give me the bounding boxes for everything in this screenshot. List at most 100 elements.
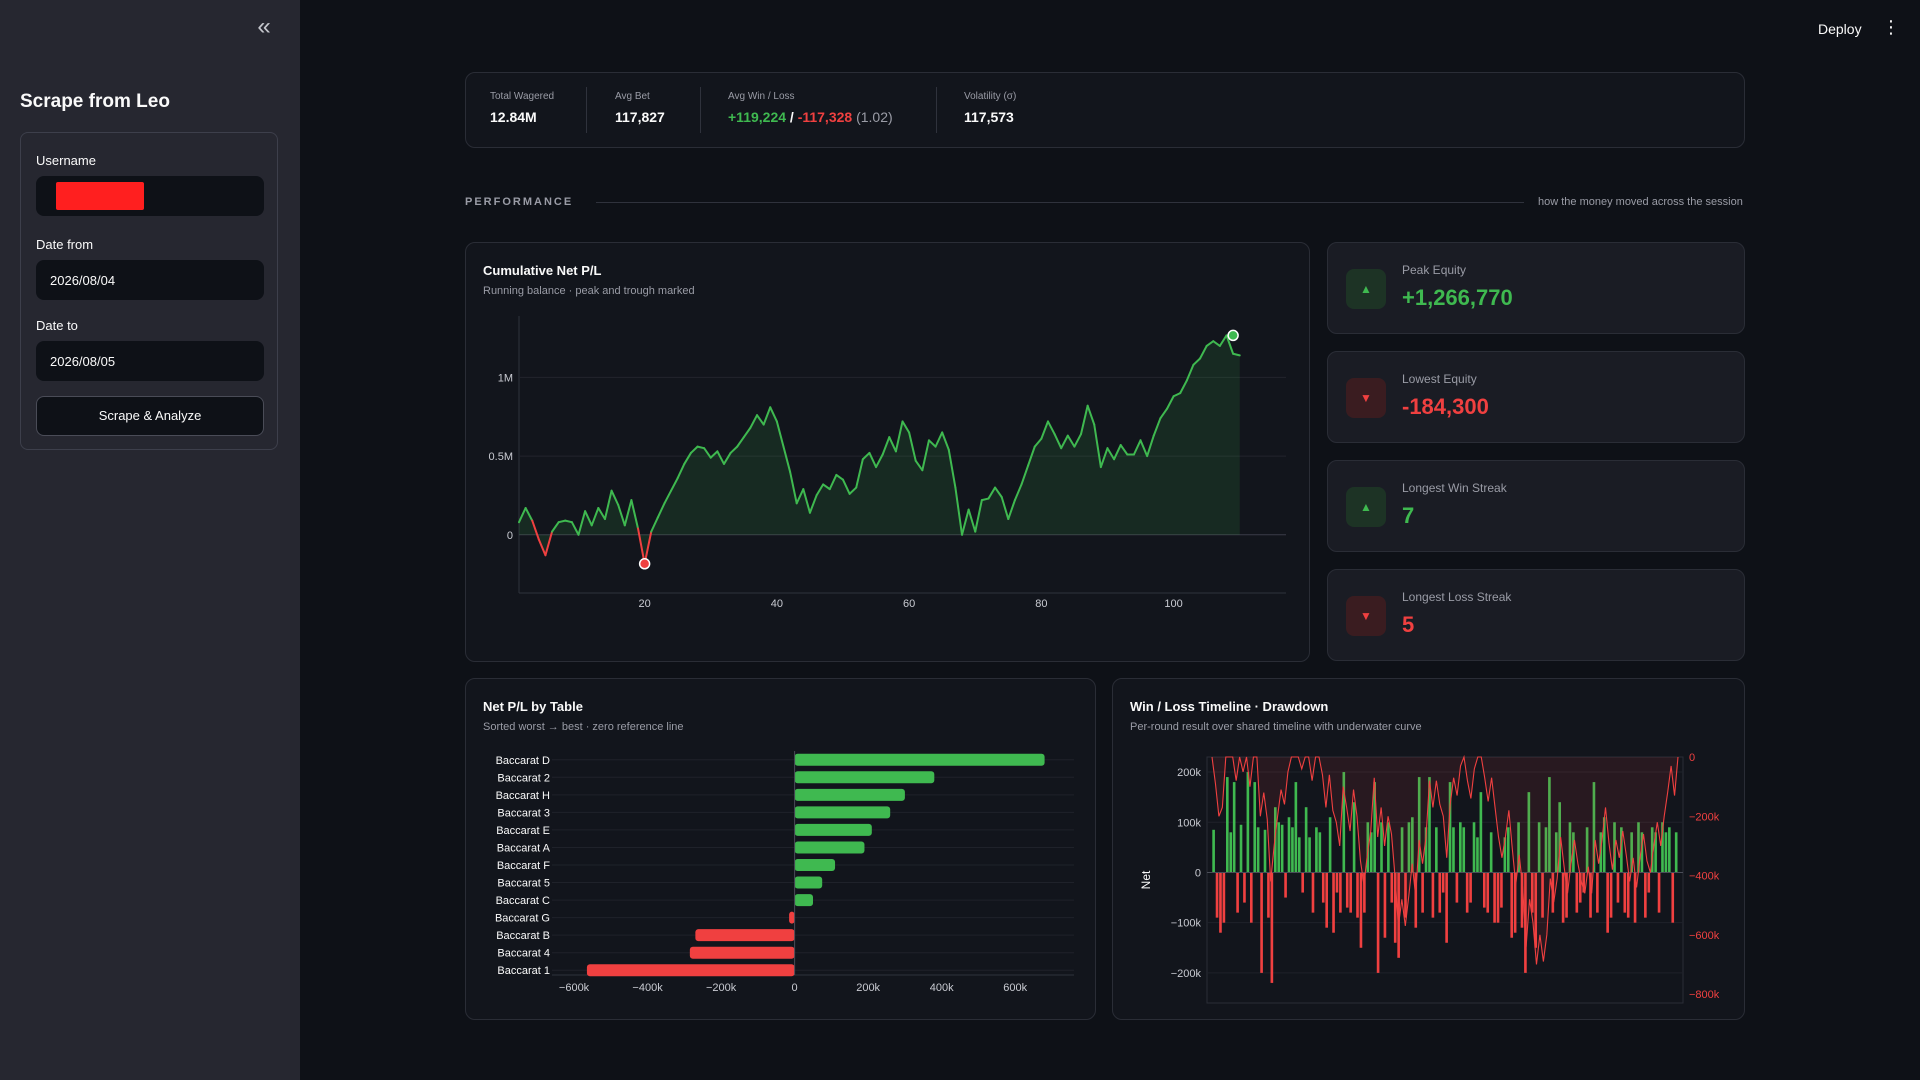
net-bar (1510, 872, 1514, 938)
equity-line-segment (570, 521, 580, 536)
equity-line-segment (894, 420, 904, 453)
equity-line-segment (656, 502, 666, 519)
lowest-equity-card: ▼ Lowest Equity -184,300 (1327, 351, 1745, 443)
equity-line-segment (1093, 423, 1102, 469)
net-bar (1661, 822, 1664, 873)
volatility-value: 117,573 (964, 109, 1014, 125)
net-bar (1596, 872, 1599, 913)
net-bar (1455, 872, 1459, 903)
net-bar (1630, 832, 1633, 873)
sidebar: « Scrape from Leo Username Date from Dat… (0, 0, 300, 1080)
date-from-label: Date from (36, 237, 94, 252)
equity-line-segment (1159, 407, 1168, 420)
equity-line-segment (518, 507, 527, 524)
trough-marker (638, 558, 651, 570)
equity-line-segment (1218, 334, 1228, 347)
net-bar (1554, 832, 1558, 873)
net-bar (1654, 832, 1657, 873)
date-to-input[interactable] (36, 341, 264, 381)
equity-line-segment (1212, 340, 1221, 347)
equity-line-segment (603, 489, 613, 521)
net-bar (1668, 827, 1671, 873)
net-bar (1530, 872, 1534, 913)
main-menu-icon[interactable]: ⋮ (1882, 17, 1900, 37)
y-tick-label: 1M (498, 372, 513, 384)
equity-line-segment (1152, 417, 1162, 437)
username-input[interactable] (36, 176, 264, 216)
table-bar (789, 911, 795, 924)
x-tick-label: 100 (1164, 598, 1182, 610)
net-bar (1606, 872, 1609, 933)
table-bar (794, 806, 891, 819)
equity-line-segment (1073, 433, 1083, 448)
net-bar (1462, 827, 1466, 873)
scrape-analyze-button[interactable]: Scrape & Analyze (36, 396, 264, 436)
equity-line-segment (749, 414, 759, 429)
collapse-sidebar-icon[interactable]: « (257, 13, 271, 40)
net-bar (1527, 792, 1531, 873)
net-bar (1664, 832, 1668, 873)
equity-line-segment (597, 507, 606, 521)
peak-marker (1227, 329, 1239, 342)
section-title: PERFORMANCE (465, 196, 574, 208)
date-from-input[interactable] (36, 260, 264, 300)
peak-equity-label: Peak Equity (1402, 263, 1467, 277)
avg-slash: / (786, 109, 798, 125)
avg-bet-label: Avg Bet (615, 91, 650, 102)
equity-line-segment (795, 488, 805, 505)
net-bar (1647, 872, 1651, 893)
net-bar (1623, 872, 1627, 913)
net-bar (1369, 832, 1373, 873)
equity-line-segment (1040, 420, 1049, 440)
equity-line-segment (1139, 439, 1149, 458)
net-bar (1541, 872, 1544, 918)
y-tick-label: 100k (1177, 817, 1201, 829)
equity-line-segment (1007, 499, 1016, 521)
deploy-button[interactable]: Deploy (1818, 21, 1862, 37)
triangle-down-icon: ▼ (1346, 378, 1386, 418)
table-bar (586, 964, 795, 977)
net-bar (1513, 872, 1517, 933)
net-bar (1366, 822, 1370, 873)
equity-line-segment (696, 445, 706, 450)
date-to-label: Date to (36, 318, 78, 333)
y-tick-label: −200k (1171, 968, 1202, 980)
net-bar (1469, 872, 1472, 903)
net-bar (1339, 872, 1342, 913)
equity-line-segment (888, 436, 897, 453)
redacted-username (56, 182, 144, 210)
net-bar (1236, 872, 1239, 913)
section-divider (596, 202, 1524, 203)
win-loss-timeline-subtitle: Per-round result over shared timeline wi… (1130, 721, 1422, 733)
equity-line-segment (617, 503, 626, 527)
equity-line-segment (1146, 434, 1155, 458)
equity-line-segment (630, 499, 640, 530)
equity-line-segment (683, 451, 692, 465)
x-tick-label: 600k (1003, 982, 1027, 994)
net-bar (1489, 832, 1493, 873)
equity-line-segment (927, 439, 937, 448)
equity-line-segment (1185, 363, 1195, 382)
net-bar (1284, 872, 1287, 898)
peak-equity-card: ▲ Peak Equity +1,266,770 (1327, 242, 1745, 334)
net-pl-by-table-subtitle: Sorted worst → best · zero reference lin… (483, 721, 684, 733)
scrape-form: Username Date from Date to Scrape & Anal… (20, 132, 278, 450)
y-tick-label: −100k (1171, 918, 1202, 930)
longest-win-streak-card: ▲ Longest Win Streak 7 (1327, 460, 1745, 552)
equity-line-segment (756, 414, 765, 426)
equity-line-segment (1179, 379, 1188, 395)
net-bar (1414, 872, 1418, 928)
net-bar (1215, 872, 1219, 918)
equity-line-segment (1013, 483, 1023, 502)
equity-line-segment (676, 462, 686, 480)
y2-tick-label: −200k (1689, 811, 1720, 823)
table-bar (794, 753, 1045, 766)
net-bar (1578, 872, 1582, 903)
equity-line-segment (1113, 444, 1122, 461)
equity-line-segment (590, 507, 600, 527)
equity-line-segment (908, 431, 917, 462)
username-label: Username (36, 153, 96, 168)
equity-line-segment (921, 439, 930, 472)
net-bar (1373, 782, 1376, 873)
x-tick-label: −200k (706, 982, 737, 994)
